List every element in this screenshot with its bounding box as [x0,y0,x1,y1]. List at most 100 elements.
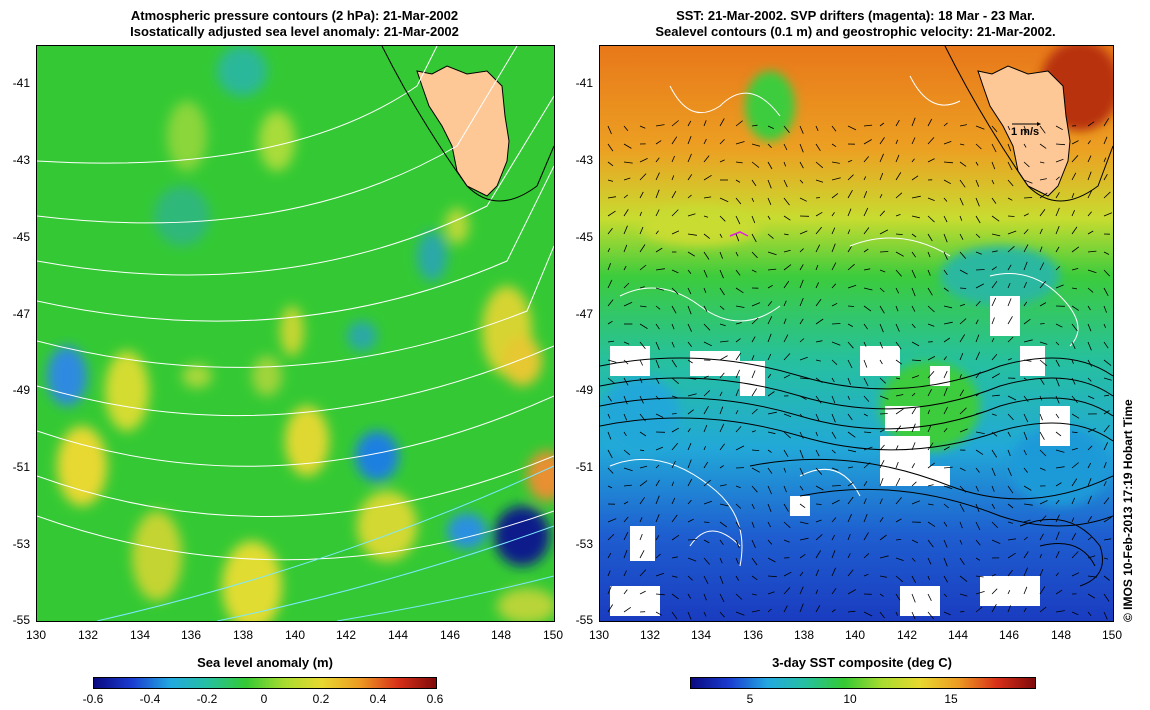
velocity-vector [911,341,920,347]
velocity-vector [927,442,934,451]
velocity-vector [1103,359,1112,366]
velocity-vector [671,155,675,163]
velocity-vector [943,122,948,127]
velocity-vector [639,264,647,271]
velocity-vector [975,521,981,531]
velocity-vector [655,230,659,235]
velocity-vector [735,557,739,564]
velocity-vector [943,215,948,223]
velocity-vector [799,603,804,613]
velocity-vector [735,269,741,276]
velocity-vector [703,406,709,415]
velocity-vector [975,392,980,397]
velocity-vector [607,179,614,182]
colorbar-tick: -0.4 [139,692,161,706]
velocity-vector [927,503,934,506]
velocity-vector [911,442,916,451]
velocity-vector [1103,538,1112,541]
velocity-vector [943,356,947,361]
velocity-vector [975,319,979,325]
velocity-vector [1039,228,1043,235]
velocity-vector [863,462,871,469]
velocity-vector [927,425,932,433]
lat-tick: -45 [575,230,593,244]
velocity-vector [1103,424,1110,433]
velocity-vector [735,161,743,164]
velocity-vector [831,567,836,577]
velocity-vector [991,297,997,307]
velocity-vector [767,608,772,613]
velocity-vector [1039,377,1045,385]
velocity-vector [1087,611,1092,617]
velocity-vector [895,287,900,294]
velocity-vector [927,557,932,565]
velocity-vector [799,179,804,184]
velocity-vector [719,355,728,361]
velocity-vector [895,518,902,523]
velocity-vector [655,124,665,127]
sea-level-anomaly-map[interactable] [36,45,555,622]
velocity-vector [607,377,616,384]
velocity-vector [751,575,758,581]
velocity-vector [623,467,633,472]
velocity-vector [975,485,979,492]
velocity-vector [975,449,984,455]
colorbar-tick: 15 [944,692,958,706]
velocity-vector [911,611,916,620]
velocity-vector [687,443,692,451]
velocity-vector [879,555,889,559]
velocity-vector [991,467,996,477]
velocity-vector [639,550,645,559]
velocity-vector [991,521,999,529]
velocity-vector [671,481,675,487]
velocity-vector [751,251,758,259]
velocity-vector [671,514,678,523]
velocity-vector [815,359,821,362]
velocity-vector [703,557,710,565]
velocity-vector [719,443,725,451]
velocity-vector [911,500,921,505]
velocity-vector [879,153,884,163]
velocity-vector [799,297,804,307]
colorbar-tick: 0.2 [312,692,330,706]
sst-map[interactable]: 1 m/s [599,45,1114,622]
velocity-vector [751,593,757,596]
velocity-vector [1103,118,1110,127]
velocity-vector [799,264,804,271]
velocity-vector [1023,301,1028,307]
velocity-vector [751,336,756,343]
velocity-vector [783,334,789,343]
velocity-vector [719,159,725,163]
velocity-vector [975,300,981,307]
velocity-vector [639,431,647,437]
velocity-vector [767,431,776,435]
velocity-vector [879,323,884,333]
velocity-vector [863,413,868,417]
velocity-vector [1039,209,1046,217]
lat-tick: -47 [575,307,593,321]
velocity-vector [623,143,632,149]
velocity-vector [767,251,777,256]
velocity-vector [1103,575,1110,581]
velocity-vector [655,495,660,505]
velocity-vector [911,375,920,379]
velocity-vector [959,197,964,206]
velocity-vector [1039,280,1047,289]
colorbar-tick: 0.4 [369,692,387,706]
velocity-vector [815,589,819,595]
velocity-vector [1071,551,1079,559]
velocity-vector [1023,143,1027,148]
velocity-vector [959,539,963,545]
velocity-vector [975,161,979,166]
velocity-vector [1055,225,1060,235]
velocity-vector [607,299,614,307]
velocity-vector [831,395,836,404]
velocity-vector [655,209,660,217]
velocity-vector [719,215,726,222]
velocity-vector [783,571,792,577]
velocity-vector [1007,264,1012,271]
velocity-vector [991,503,996,509]
velocity-vector [623,431,627,437]
velocity-vector [1055,359,1060,367]
velocity-vector [1055,341,1060,346]
